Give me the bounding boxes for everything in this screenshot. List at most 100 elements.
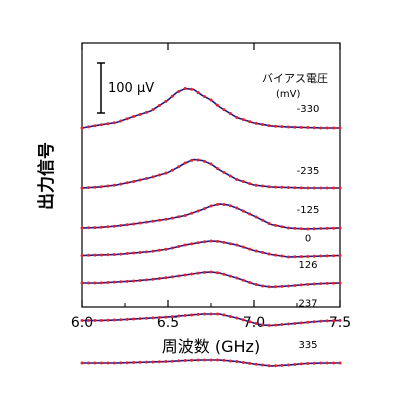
data-point <box>235 243 239 247</box>
data-point <box>157 316 161 319</box>
data-point <box>312 320 316 324</box>
data-point <box>241 180 245 184</box>
data-point <box>151 108 155 112</box>
data-point <box>293 125 297 129</box>
data-point <box>241 278 245 282</box>
data-point <box>293 255 297 259</box>
data-point <box>145 278 148 282</box>
data-point <box>286 226 290 230</box>
data-point <box>80 126 84 130</box>
data-point <box>119 318 123 322</box>
series-label: 335 <box>298 340 317 351</box>
data-point <box>151 316 155 320</box>
data-point <box>164 276 168 280</box>
data-point <box>93 319 97 322</box>
data-point <box>286 363 290 367</box>
data-point <box>319 282 323 286</box>
data-point <box>151 175 155 179</box>
data-point <box>99 185 103 189</box>
data-point <box>106 318 110 322</box>
data-point <box>119 182 123 186</box>
data-point <box>241 318 245 322</box>
data-point <box>164 99 168 103</box>
data-point <box>241 360 245 364</box>
data-point <box>274 364 277 368</box>
data-point <box>254 249 258 253</box>
data-point <box>86 319 90 322</box>
data-point <box>132 222 136 226</box>
data-point <box>338 126 342 130</box>
data-point <box>338 254 342 257</box>
data-point <box>254 183 258 187</box>
data-point <box>170 216 174 220</box>
data-point <box>157 277 161 280</box>
series-label: -235 <box>297 166 320 177</box>
data-point <box>125 117 129 121</box>
data-point <box>138 317 142 321</box>
series-label: 126 <box>298 260 317 271</box>
data-point <box>235 116 239 119</box>
data-point <box>125 279 129 283</box>
data-point <box>338 226 342 230</box>
data-point <box>157 248 161 252</box>
data-point <box>261 284 265 288</box>
data-point <box>319 361 323 365</box>
data-point <box>164 247 168 251</box>
legend-title: バイアス電圧 <box>262 72 328 85</box>
data-point <box>157 173 161 177</box>
data-point <box>170 359 174 363</box>
data-point <box>209 358 213 362</box>
data-point <box>157 104 161 107</box>
data-point <box>222 358 226 362</box>
data-point <box>93 253 97 257</box>
data-point <box>325 254 329 258</box>
data-point <box>325 319 329 323</box>
data-point <box>106 184 110 188</box>
data-point <box>228 174 232 178</box>
data-point <box>274 124 277 128</box>
data-point <box>332 319 336 323</box>
data-point <box>177 215 181 219</box>
data-point <box>132 361 136 364</box>
data-point <box>228 204 232 208</box>
data-point <box>112 253 116 257</box>
x-tick-labels: 6.0 6.5 7.0 7.5 <box>71 315 351 331</box>
data-point <box>177 274 181 278</box>
data-point <box>106 225 110 229</box>
data-point <box>80 254 84 257</box>
data-point <box>157 360 161 364</box>
data-point <box>203 95 207 99</box>
data-point <box>183 214 187 217</box>
data-point <box>338 281 342 285</box>
data-point <box>177 245 181 248</box>
data-point <box>222 108 226 112</box>
data-point <box>86 361 90 365</box>
data-point <box>319 319 323 323</box>
data-point <box>125 317 129 321</box>
data-point <box>280 284 284 288</box>
data-point <box>261 123 265 126</box>
data-point <box>248 247 252 251</box>
data-point <box>170 246 174 250</box>
data-point <box>112 361 116 365</box>
data-point <box>319 227 323 231</box>
data-point <box>183 359 187 362</box>
data-point <box>196 209 200 213</box>
data-point <box>312 186 316 190</box>
data-point <box>125 252 129 256</box>
data-point <box>177 359 181 363</box>
data-point <box>112 121 116 125</box>
data-point <box>99 318 103 322</box>
series-label: 0 <box>305 234 311 245</box>
data-point <box>299 125 303 129</box>
data-point <box>112 280 116 284</box>
data-point <box>203 270 207 274</box>
data-point <box>306 186 310 190</box>
data-point <box>209 270 213 274</box>
data-point <box>267 285 271 289</box>
data-point <box>286 125 290 129</box>
data-point <box>325 186 329 190</box>
data-point <box>196 358 200 362</box>
data-point <box>183 273 187 277</box>
data-point <box>319 126 323 130</box>
